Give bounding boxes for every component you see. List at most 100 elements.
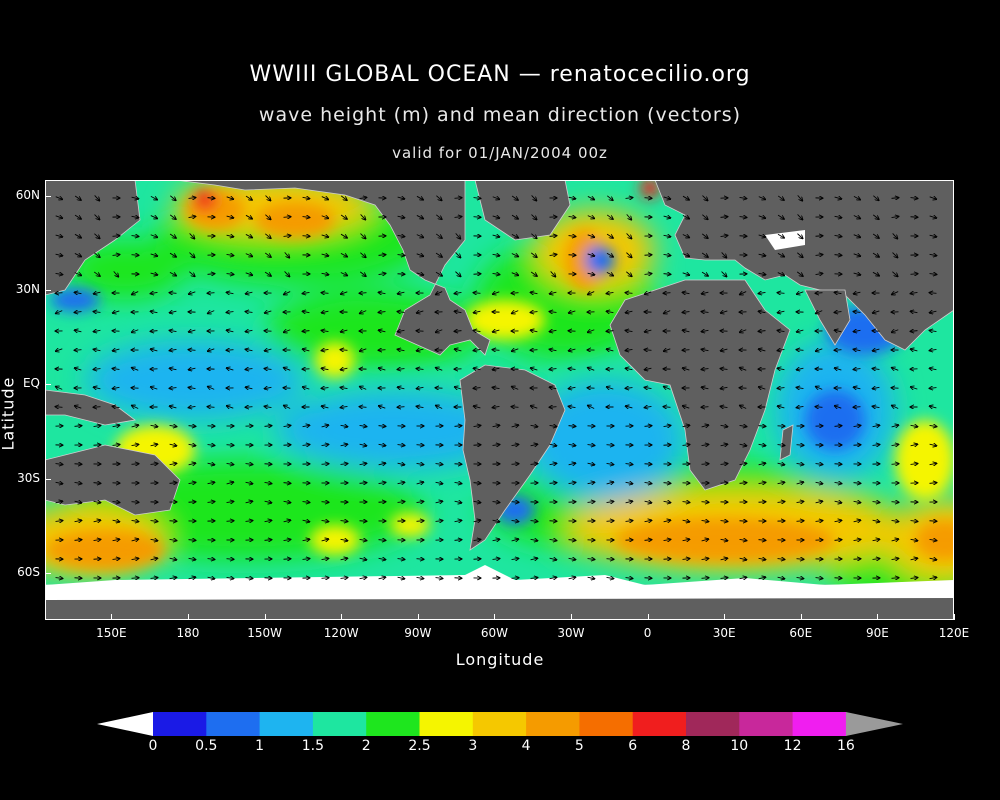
direction-arrow [663,483,671,484]
direction-arrow [607,387,614,389]
direction-arrow [778,349,785,350]
x-tick-mark [647,614,649,620]
direction-arrow [227,330,234,332]
direction-arrow [530,252,537,257]
direction-arrow [873,387,880,388]
direction-arrow [872,502,880,503]
direction-arrow [150,216,157,219]
direction-arrow [568,236,576,237]
direction-arrow [302,445,310,446]
direction-arrow [854,369,861,370]
direction-arrow [815,273,823,274]
direction-arrow [721,311,728,313]
direction-arrow [815,578,823,579]
direction-arrow [796,577,804,578]
direction-arrow [189,252,194,258]
direction-arrow [454,426,462,427]
direction-arrow [341,387,348,388]
direction-arrow [702,195,707,201]
direction-arrow [131,236,139,237]
x-tick-label: 150E [96,626,127,640]
direction-arrow [758,216,766,218]
direction-arrow [511,195,518,200]
direction-arrow [759,311,766,312]
direction-arrow [549,425,557,426]
direction-arrow [302,559,310,560]
direction-arrow [663,501,671,502]
direction-arrow [796,482,804,484]
y-tick-mark [45,195,51,197]
direction-arrow [169,444,177,446]
direction-arrow [626,388,633,389]
direction-arrow [929,216,937,218]
direction-arrow [340,252,347,256]
direction-arrow [682,195,689,200]
direction-arrow [587,482,595,483]
direction-arrow [264,271,271,276]
colorbar-segment [259,712,314,736]
direction-arrow [587,196,594,199]
direction-arrow [625,578,633,579]
direction-arrow [796,271,803,276]
direction-arrow [511,558,519,559]
direction-arrow [416,273,424,275]
direction-arrow [94,292,101,294]
direction-arrow [644,274,652,275]
direction-arrow [702,214,707,220]
direction-arrow [493,368,500,370]
direction-arrow [340,521,348,522]
direction-arrow [264,540,272,541]
direction-arrow [226,463,234,464]
direction-arrow [474,388,481,389]
direction-arrow [151,292,158,293]
direction-arrow [113,406,120,407]
direction-arrow [303,331,310,332]
x-tick-label: 120E [938,626,970,640]
colorbar-label: 8 [681,738,691,754]
direction-arrow [796,445,804,446]
direction-arrow [226,501,234,502]
direction-arrow [435,521,443,522]
x-tick-label: 180 [176,626,200,640]
direction-arrow [189,350,196,351]
direction-arrow [588,292,595,295]
direction-arrow [435,464,443,465]
direction-arrow [568,426,576,427]
direction-arrow [341,350,348,351]
direction-arrow [721,271,727,277]
direction-arrow [606,445,614,446]
direction-arrow [683,406,690,408]
madagascar [779,424,794,461]
direction-arrow [340,464,348,465]
direction-arrow [74,233,81,237]
direction-arrow [663,197,671,199]
direction-arrow [416,195,423,199]
direction-arrow [701,425,709,427]
direction-arrow [264,252,271,257]
direction-arrow [929,539,937,540]
direction-arrow [606,501,614,502]
direction-arrow [169,252,176,257]
direction-arrow [75,368,82,370]
direction-arrow [151,387,158,389]
direction-arrow [511,273,518,276]
direction-arrow [530,539,538,540]
colorbar-label: 3 [468,738,478,754]
direction-arrow [835,406,842,408]
y-tick-label: 60S [17,564,40,579]
direction-arrow [94,312,101,313]
direction-arrow [284,292,291,295]
direction-arrow [397,482,405,483]
direction-arrow [321,444,329,445]
direction-arrow [208,293,215,294]
direction-arrow [511,520,519,521]
direction-arrow [664,349,671,351]
direction-arrow [549,577,557,578]
direction-arrow [207,482,215,483]
direction-arrow [682,254,689,257]
direction-arrow [854,349,861,350]
direction-arrow [151,349,158,351]
direction-arrow [682,425,690,426]
direction-arrow [435,482,443,483]
direction-arrow [340,558,348,560]
